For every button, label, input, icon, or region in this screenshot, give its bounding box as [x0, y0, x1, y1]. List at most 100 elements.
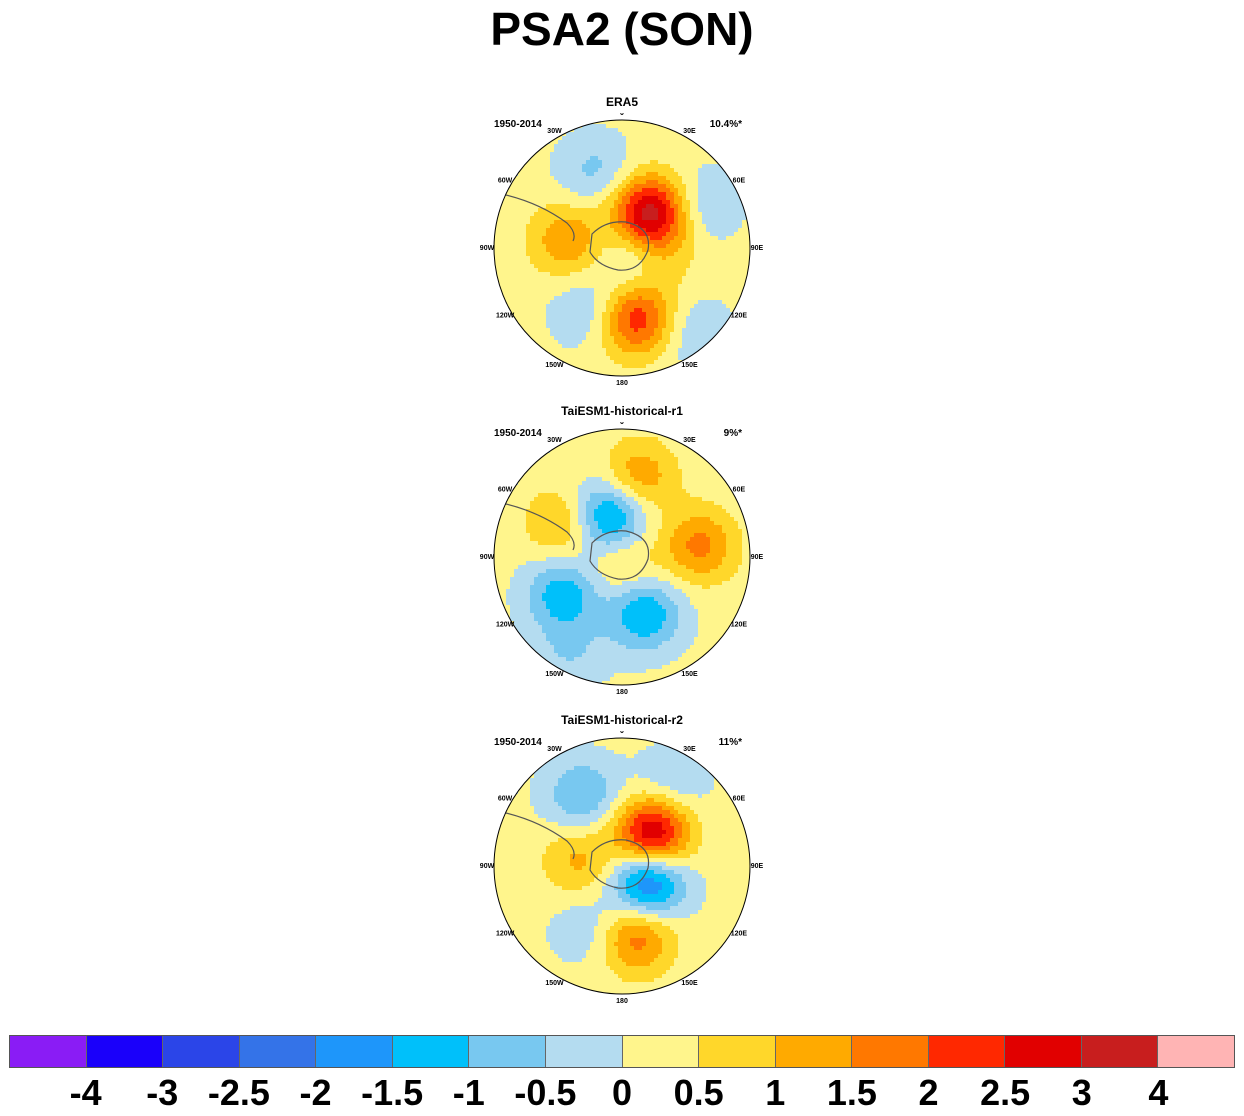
field-cell: [550, 296, 555, 301]
field-cell: [614, 453, 619, 458]
field-cell: [738, 509, 743, 514]
field-cell: [634, 192, 639, 197]
field-cell: [650, 124, 655, 129]
field-cell: [502, 204, 507, 209]
field-cell: [670, 537, 675, 542]
field-cell: [694, 332, 699, 337]
field-cell: [666, 332, 671, 337]
field-cell: [586, 356, 591, 361]
field-cell: [674, 244, 679, 249]
field-cell: [630, 148, 635, 153]
field-cell: [634, 493, 639, 498]
field-cell: [570, 489, 575, 494]
field-cell: [638, 465, 643, 470]
field-cell: [742, 537, 747, 542]
field-cell: [582, 260, 587, 265]
field-cell: [694, 457, 699, 462]
field-cell: [694, 268, 699, 273]
field-cell: [698, 541, 703, 546]
field-cell: [542, 537, 547, 542]
field-cell: [566, 312, 571, 317]
field-cell: [714, 513, 719, 518]
field-cell: [546, 521, 551, 526]
field-cell: [746, 236, 750, 241]
field-cell: [638, 368, 643, 373]
field-cell: [598, 224, 603, 229]
field-cell: [618, 481, 623, 486]
field-cell: [650, 232, 655, 237]
field-cell: [538, 473, 543, 478]
field-cell: [622, 465, 627, 470]
field-cell: [686, 160, 691, 165]
field-cell: [658, 180, 663, 185]
field-cell: [522, 200, 527, 205]
field-cell: [666, 368, 671, 373]
field-cell: [526, 220, 531, 225]
field-cell: [650, 152, 655, 157]
field-cell: [578, 296, 583, 301]
field-cell: [642, 308, 647, 313]
field-cell: [666, 521, 671, 526]
field-cell: [638, 240, 643, 245]
field-cell: [522, 228, 527, 233]
field-cell: [590, 537, 595, 542]
field-cell: [602, 324, 607, 329]
field-cell: [646, 513, 651, 518]
field-cell: [546, 156, 551, 161]
field-cell: [546, 216, 551, 221]
field-cell: [702, 240, 707, 245]
field-cell: [626, 208, 631, 213]
field-cell: [710, 481, 715, 486]
field-cell: [682, 292, 687, 297]
field-cell: [702, 192, 707, 197]
field-cell: [546, 160, 551, 165]
field-cell: [646, 176, 651, 181]
field-cell: [622, 140, 627, 145]
field-cell: [598, 356, 603, 361]
field-cell: [546, 224, 551, 229]
field-cell: [522, 288, 527, 293]
field-cell: [546, 268, 551, 273]
field-cell: [638, 156, 643, 161]
field-cell: [506, 280, 511, 285]
field-cell: [674, 280, 679, 285]
field-cell: [622, 372, 627, 376]
field-cell: [618, 272, 623, 277]
field-cell: [634, 252, 639, 257]
field-cell: [506, 200, 511, 205]
field-cell: [566, 360, 571, 365]
field-cell: [690, 212, 695, 217]
field-cell: [622, 513, 627, 518]
field-cell: [698, 304, 703, 309]
field-cell: [562, 208, 567, 213]
field-cell: [598, 296, 603, 301]
field-cell: [638, 160, 643, 165]
field-cell: [502, 268, 507, 273]
field-cell: [578, 300, 583, 305]
field-cell: [582, 481, 587, 486]
field-cell: [518, 521, 523, 526]
field-cell: [642, 473, 647, 478]
field-cell: [698, 485, 703, 490]
field-cell: [538, 549, 543, 554]
field-cell: [510, 240, 515, 245]
field-cell: [546, 148, 551, 153]
field-cell: [646, 433, 651, 438]
field-cell: [730, 188, 735, 193]
field-cell: [538, 232, 543, 237]
field-cell: [526, 184, 531, 189]
field-cell: [634, 469, 639, 474]
field-cell: [654, 308, 659, 313]
field-cell: [610, 501, 615, 506]
field-cell: [510, 256, 515, 261]
field-cell: [538, 529, 543, 534]
field-cell: [722, 268, 727, 273]
field-cell: [674, 152, 679, 157]
field-cell: [586, 501, 591, 506]
field-cell: [538, 300, 543, 305]
field-cell: [654, 320, 659, 325]
field-cell: [614, 517, 619, 522]
field-cell: [530, 268, 535, 273]
field-cell: [702, 264, 707, 269]
field-cell: [702, 216, 707, 221]
